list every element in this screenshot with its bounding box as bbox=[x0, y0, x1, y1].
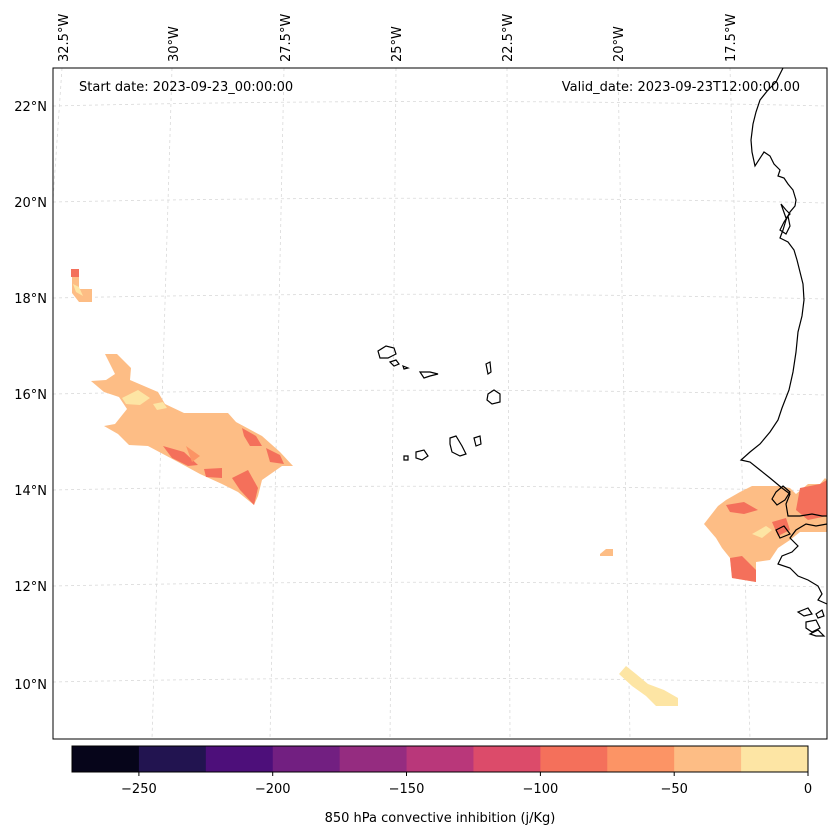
lon-line-17-5 bbox=[729, 67, 751, 740]
island-sal bbox=[485, 361, 492, 375]
coast-island-south-1 bbox=[796, 607, 813, 617]
lon-line-20 bbox=[617, 67, 631, 740]
lon-line-30 bbox=[151, 67, 173, 740]
coastlines bbox=[377, 67, 828, 637]
lon-label: 25°W bbox=[390, 26, 405, 62]
cin-band-west-red-3 bbox=[266, 448, 284, 464]
island-boa-vista bbox=[486, 389, 501, 405]
cin-band-west bbox=[91, 354, 293, 505]
colorbar-tick-label: −150 bbox=[389, 782, 425, 797]
africa-coast-south bbox=[777, 523, 828, 605]
coast-river-mouth bbox=[775, 525, 791, 539]
colorbar-band bbox=[72, 746, 140, 772]
colorbar-band bbox=[272, 746, 341, 772]
coast-island-south-3 bbox=[815, 609, 825, 619]
africa-coast bbox=[739, 67, 827, 517]
island-brava bbox=[403, 455, 409, 461]
lat-line-14 bbox=[52, 485, 828, 492]
colorbar-tick-label: 0 bbox=[804, 782, 812, 797]
colorbar-tick-labels: −250 −200 −150 −100 −50 0 bbox=[121, 782, 812, 797]
colorbar-tick-label: −250 bbox=[121, 782, 157, 797]
coast-island-south-4 bbox=[808, 629, 826, 637]
coast-island-south-2 bbox=[805, 619, 821, 633]
colorbar-band bbox=[540, 746, 608, 772]
lat-label: 22°N bbox=[14, 100, 47, 115]
start-date-label: Start date: 2023-09-23_00:00:00 bbox=[79, 80, 293, 95]
colorbar bbox=[72, 746, 809, 772]
lat-line-12 bbox=[52, 581, 828, 588]
island-fogo bbox=[415, 449, 429, 461]
colorbar-band bbox=[138, 746, 207, 772]
lat-line-22 bbox=[52, 101, 828, 107]
lon-label: 20°W bbox=[612, 26, 627, 62]
colorbar-ticks bbox=[138, 772, 809, 776]
lon-label: 27.5°W bbox=[279, 14, 294, 62]
colorbar-tick-label: −100 bbox=[523, 782, 559, 797]
cin-patch-east-red-2 bbox=[730, 556, 756, 582]
lon-label: 17.5°W bbox=[724, 14, 739, 62]
lon-label: 32.5°W bbox=[57, 14, 72, 62]
colorbar-band bbox=[473, 746, 541, 772]
lon-line-27-5 bbox=[269, 67, 285, 740]
colorbar-title: 850 hPa convective inhibition (j/Kg) bbox=[325, 811, 556, 826]
latitude-labels: 22°N 20°N 18°N 16°N 14°N 12°N 10°N bbox=[14, 100, 47, 693]
lat-label: 20°N bbox=[14, 196, 47, 211]
coast-inlet-3 bbox=[780, 203, 791, 220]
cin-band-west-red-5 bbox=[232, 470, 258, 505]
cin-band-west-red-2 bbox=[242, 428, 262, 446]
longitude-labels: 32.5°W 30°W 27.5°W 25°W 22.5°W 20°W 17.5… bbox=[57, 14, 739, 62]
cin-band-west-light-2 bbox=[153, 402, 167, 410]
colorbar-band bbox=[205, 746, 274, 772]
valid-date-label: Valid_date: 2023-09-23T12:00:00.00 bbox=[562, 80, 800, 95]
colorbar-frame bbox=[71, 745, 809, 773]
lon-label: 30°W bbox=[167, 26, 182, 62]
island-santiago bbox=[449, 435, 467, 457]
lat-line-16 bbox=[52, 389, 828, 396]
cin-patch-east-red-3 bbox=[796, 480, 827, 520]
cin-patch-south bbox=[619, 666, 678, 706]
coast-inlet-2 bbox=[779, 214, 791, 235]
cin-band-west-red-1 bbox=[163, 446, 198, 466]
cin-field bbox=[71, 269, 827, 706]
cin-band-west-light-1 bbox=[122, 390, 150, 405]
lon-label: 22.5°W bbox=[501, 14, 516, 62]
map-frame bbox=[52, 67, 828, 740]
graticule bbox=[52, 67, 828, 740]
colorbar-tick-label: −50 bbox=[660, 782, 687, 797]
lat-line-10 bbox=[52, 677, 828, 684]
lon-line-32-5 bbox=[52, 67, 63, 201]
cin-band-west-red-4 bbox=[204, 468, 222, 478]
cin-patch-east-red-1 bbox=[726, 502, 758, 514]
map-background bbox=[53, 68, 827, 739]
cin-patch-east-light bbox=[752, 526, 772, 538]
island-sao-vicente bbox=[388, 359, 400, 367]
lat-label: 16°N bbox=[14, 388, 47, 403]
lat-label: 14°N bbox=[14, 484, 47, 499]
colorbar-tick-label: −200 bbox=[255, 782, 291, 797]
cin-band-west-orange-1 bbox=[186, 446, 200, 462]
lat-label: 12°N bbox=[14, 580, 47, 595]
lat-label: 10°N bbox=[14, 678, 47, 693]
lat-line-20 bbox=[52, 197, 828, 204]
cin-patch-northwest-red bbox=[71, 269, 79, 277]
island-sao-nicolau bbox=[418, 371, 439, 379]
cin-patch-northwest-light bbox=[73, 284, 83, 296]
island-santa-luzia bbox=[402, 364, 410, 370]
lat-label: 18°N bbox=[14, 292, 47, 307]
colorbar-band bbox=[339, 746, 408, 772]
colorbar-band bbox=[406, 746, 474, 772]
colorbar-band bbox=[741, 746, 809, 772]
cin-patch-northwest bbox=[72, 270, 92, 302]
island-maio bbox=[473, 435, 482, 447]
island-santo-antao bbox=[377, 345, 397, 359]
colorbar-band bbox=[607, 746, 675, 772]
lon-line-22-5 bbox=[506, 67, 511, 740]
lat-line-18 bbox=[52, 293, 828, 300]
lon-line-25 bbox=[389, 67, 397, 740]
coast-inlet-1 bbox=[771, 485, 791, 506]
cin-patch-small bbox=[600, 549, 613, 556]
colorbar-band bbox=[674, 746, 742, 772]
